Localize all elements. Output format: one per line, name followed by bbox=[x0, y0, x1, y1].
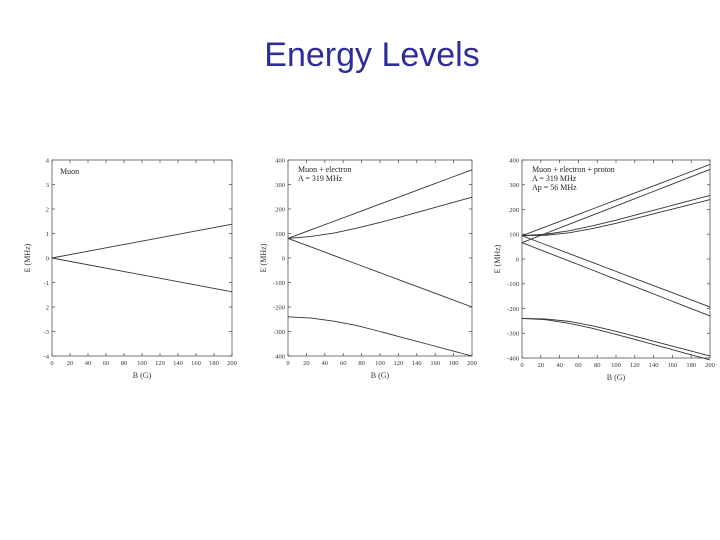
x-tick-label: 200 bbox=[705, 362, 715, 369]
chart-panel-muon-electron-proton: 0 20 40 60 80 100 120 140 160 180 200 400 300 200 100 0… bbox=[482, 152, 717, 402]
x-tick-label: 160 bbox=[430, 360, 440, 367]
y-tick-label: 400 bbox=[275, 157, 285, 164]
y-tick-label: -400 bbox=[507, 355, 519, 362]
slide-title: Energy Levels bbox=[264, 36, 480, 74]
y-axis-title: E (MHz) bbox=[259, 243, 268, 272]
y-tick-label: -3 bbox=[44, 329, 49, 336]
y-tick-label: 400 bbox=[275, 353, 285, 360]
x-axis-title: B (G) bbox=[133, 371, 152, 380]
y-tick-label: 4 bbox=[46, 157, 50, 164]
plot-frame bbox=[287, 159, 473, 357]
energy-level-curve-1 bbox=[521, 164, 711, 237]
x-tick-label: 180 bbox=[449, 360, 459, 367]
y-tick-label: -1 bbox=[44, 280, 49, 287]
x-tick-label: 180 bbox=[686, 362, 696, 369]
plot-frame bbox=[51, 159, 233, 357]
energy-level-curve-1 bbox=[51, 223, 233, 259]
x-tick-label: 160 bbox=[668, 362, 678, 369]
energy-level-curve-1 bbox=[287, 169, 473, 239]
x-tick-label: 100 bbox=[137, 360, 147, 367]
chart-muon-electron-proton: 0 20 40 60 80 100 120 140 160 180 200 400 300 200 100 0… bbox=[493, 157, 715, 382]
energy-level-curve-5 bbox=[521, 235, 711, 308]
x-tick-label: 160 bbox=[191, 360, 201, 367]
y-tick-label: 1 bbox=[46, 231, 49, 238]
chart-annotation: A = 319 MHz bbox=[532, 174, 577, 183]
y-tick-label: 300 bbox=[509, 182, 519, 189]
energy-level-curve-8 bbox=[521, 317, 711, 361]
x-axis-title: B (G) bbox=[607, 373, 626, 382]
energy-level-curve-6 bbox=[521, 242, 711, 317]
energy-level-curve-7 bbox=[521, 317, 711, 357]
y-tick-label: -300 bbox=[273, 329, 285, 336]
x-tick-label: 200 bbox=[227, 360, 237, 367]
y-tick-label: 2 bbox=[46, 206, 49, 213]
x-tick-label: 20 bbox=[67, 360, 74, 367]
y-tick-label: -300 bbox=[507, 331, 519, 338]
x-tick-label: 140 bbox=[173, 360, 183, 367]
chart-annotation: Ap = 56 MHz bbox=[532, 183, 577, 192]
y-axis-title: E (MHz) bbox=[23, 243, 32, 272]
y-tick-label: 2 bbox=[46, 304, 49, 311]
energy-level-curve-2 bbox=[51, 257, 233, 293]
x-tick-label: 140 bbox=[412, 360, 422, 367]
x-tick-label: 80 bbox=[594, 362, 601, 369]
y-tick-label: -4 bbox=[44, 353, 50, 360]
x-tick-label: 80 bbox=[358, 360, 365, 367]
x-tick-label: 80 bbox=[121, 360, 128, 367]
energy-level-curve-4 bbox=[521, 199, 711, 237]
x-tick-label: 0 bbox=[50, 360, 53, 367]
x-tick-label: 40 bbox=[85, 360, 92, 367]
chart-annotation: Muon bbox=[60, 167, 79, 176]
x-tick-label: 20 bbox=[538, 362, 545, 369]
y-tick-label: 200 bbox=[509, 207, 519, 214]
energy-level-curve-4 bbox=[287, 316, 473, 357]
y-tick-label: 200 bbox=[275, 206, 285, 213]
chart-annotation: Muon + electron bbox=[298, 165, 351, 174]
y-tick-label: -200 bbox=[273, 304, 285, 311]
x-tick-label: 20 bbox=[303, 360, 310, 367]
chart-muon-electron: 0 20 40 60 80 100 120 140 160 180 200 400 300 200 100 0… bbox=[259, 157, 477, 380]
x-tick-label: 200 bbox=[467, 360, 477, 367]
x-tick-label: 180 bbox=[209, 360, 219, 367]
y-tick-label: 100 bbox=[509, 232, 519, 239]
y-tick-label: -200 bbox=[507, 306, 519, 313]
y-tick-label: -100 bbox=[507, 281, 519, 288]
x-tick-label: 100 bbox=[375, 360, 385, 367]
x-tick-label: 120 bbox=[394, 360, 404, 367]
x-tick-label: 120 bbox=[630, 362, 640, 369]
x-tick-label: 40 bbox=[556, 362, 563, 369]
chart-annotation: Muon + electron + proton bbox=[532, 165, 615, 174]
y-tick-label: 100 bbox=[275, 231, 285, 238]
x-tick-label: 40 bbox=[322, 360, 329, 367]
x-tick-label: 60 bbox=[103, 360, 110, 367]
x-axis-title: B (G) bbox=[371, 371, 390, 380]
y-tick-label: 400 bbox=[509, 157, 519, 164]
chart-panel-muon: 0 20 40 60 80 100 120 140 160 180 200 4 3 2 1 0 -1 2 -3 -4 B… bbox=[20, 152, 240, 402]
energy-level-curve-2 bbox=[521, 168, 711, 244]
x-tick-label: 60 bbox=[575, 362, 582, 369]
x-tick-label: 140 bbox=[649, 362, 659, 369]
y-axis-title: E (MHz) bbox=[493, 244, 502, 273]
energy-level-curve-3 bbox=[521, 194, 711, 237]
x-tick-label: 60 bbox=[340, 360, 347, 367]
y-tick-label: 300 bbox=[275, 182, 285, 189]
chart-annotation: A = 319 MHz bbox=[298, 174, 343, 183]
y-tick-label: -100 bbox=[273, 280, 285, 287]
chart-muon: 0 20 40 60 80 100 120 140 160 180 200 4 3 2 1 0 -1 2 -3 -4 B… bbox=[23, 157, 237, 380]
y-tick-label: 0 bbox=[516, 256, 519, 263]
x-tick-label: 0 bbox=[286, 360, 289, 367]
x-tick-label: 100 bbox=[611, 362, 621, 369]
x-tick-label: 120 bbox=[155, 360, 165, 367]
energy-level-curve-2 bbox=[287, 196, 473, 239]
y-tick-label: 0 bbox=[282, 255, 285, 262]
energy-level-curve-3 bbox=[287, 237, 473, 308]
x-tick-label: 0 bbox=[520, 362, 523, 369]
y-tick-label: 3 bbox=[46, 182, 49, 189]
chart-panel-muon-electron: 0 20 40 60 80 100 120 140 160 180 200 400 300 200 100 0… bbox=[252, 152, 482, 402]
y-tick-label: 0 bbox=[46, 255, 49, 262]
